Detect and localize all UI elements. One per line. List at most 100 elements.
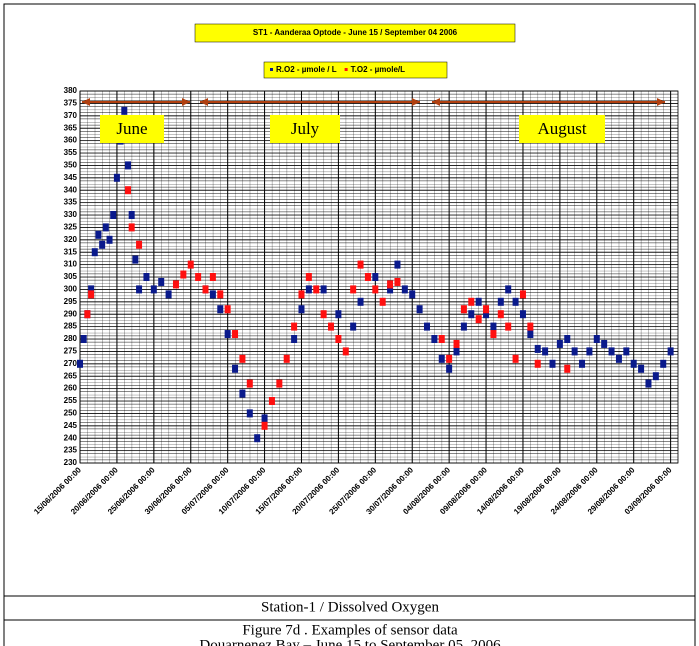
point [291, 335, 298, 343]
point [102, 223, 109, 232]
point [438, 335, 445, 343]
y-tick-label: 270 [64, 359, 78, 368]
point [132, 255, 139, 264]
point [224, 330, 231, 339]
point [527, 322, 534, 331]
legend-marker [270, 68, 273, 71]
y-tick-label: 340 [64, 185, 78, 194]
point [106, 235, 113, 244]
y-tick-label: 255 [64, 396, 78, 405]
point [291, 322, 298, 331]
point [505, 322, 512, 331]
point [497, 310, 504, 319]
figure-title: Figure 7d . Examples of sensor data [242, 622, 458, 638]
y-tick-label: 305 [64, 272, 78, 281]
point [195, 273, 202, 281]
point [217, 305, 224, 314]
y-tick-label: 240 [64, 433, 78, 442]
point [542, 347, 549, 356]
annotation-box [100, 115, 164, 143]
point [468, 310, 475, 319]
point [305, 273, 312, 281]
point [497, 297, 504, 306]
y-tick-label: 295 [64, 297, 78, 306]
point [468, 297, 475, 306]
point [564, 335, 571, 343]
point [187, 260, 194, 269]
point [534, 359, 541, 368]
point [519, 290, 526, 299]
y-tick-label: 355 [64, 148, 78, 157]
y-tick-label: 275 [64, 347, 78, 356]
point [313, 285, 320, 294]
point [387, 285, 394, 294]
point [394, 260, 401, 269]
point [490, 322, 497, 331]
point [505, 285, 512, 294]
frame [3, 3, 696, 646]
point [564, 364, 571, 373]
point [579, 359, 586, 368]
point [232, 364, 239, 373]
point [246, 379, 253, 388]
point [460, 305, 467, 314]
point [549, 359, 556, 368]
point [80, 335, 87, 343]
point [84, 310, 91, 319]
legend-label: R.O2 - µmole / L [276, 65, 337, 74]
point [446, 354, 453, 363]
annotation-box [270, 115, 340, 143]
point [246, 409, 253, 418]
y-tick-label: 235 [64, 446, 78, 455]
point [615, 354, 622, 363]
point [357, 260, 364, 269]
y-tick-label: 375 [64, 99, 78, 108]
point [652, 372, 659, 381]
y-tick-label: 345 [64, 173, 78, 182]
point [99, 240, 106, 249]
y-tick-label: 360 [64, 136, 78, 145]
point [645, 379, 652, 388]
point [423, 322, 430, 331]
point [217, 290, 224, 299]
point [660, 359, 667, 368]
point [88, 290, 95, 299]
point [556, 339, 563, 348]
point [593, 335, 600, 343]
point [124, 186, 131, 195]
y-tick-label: 285 [64, 322, 78, 331]
y-tick-label: 315 [64, 247, 78, 256]
y-tick-label: 325 [64, 223, 78, 232]
caption: Station-1 / Dissolved Oxygen [261, 599, 439, 615]
point [150, 285, 157, 294]
y-tick-label: 260 [64, 384, 78, 393]
plot [77, 90, 678, 464]
y-tick-label: 380 [64, 86, 78, 95]
y-tick-label: 250 [64, 409, 78, 418]
point [490, 330, 497, 339]
y-tick-label: 300 [64, 285, 78, 294]
y-tick-label: 320 [64, 235, 78, 244]
y-tick-label: 230 [64, 458, 78, 467]
point [335, 310, 342, 319]
point [136, 240, 143, 249]
point [342, 347, 349, 356]
point [475, 297, 482, 306]
point [586, 347, 593, 356]
point [638, 364, 645, 373]
y-tick-label: 335 [64, 198, 78, 207]
point [268, 397, 275, 405]
point [305, 285, 312, 294]
point [394, 277, 401, 286]
point [357, 297, 364, 306]
point [254, 434, 261, 443]
point [630, 359, 637, 368]
point [350, 322, 357, 331]
point [453, 347, 460, 356]
point [372, 273, 379, 281]
point [261, 421, 268, 430]
point [416, 305, 423, 314]
point [136, 285, 143, 294]
point [431, 335, 438, 343]
